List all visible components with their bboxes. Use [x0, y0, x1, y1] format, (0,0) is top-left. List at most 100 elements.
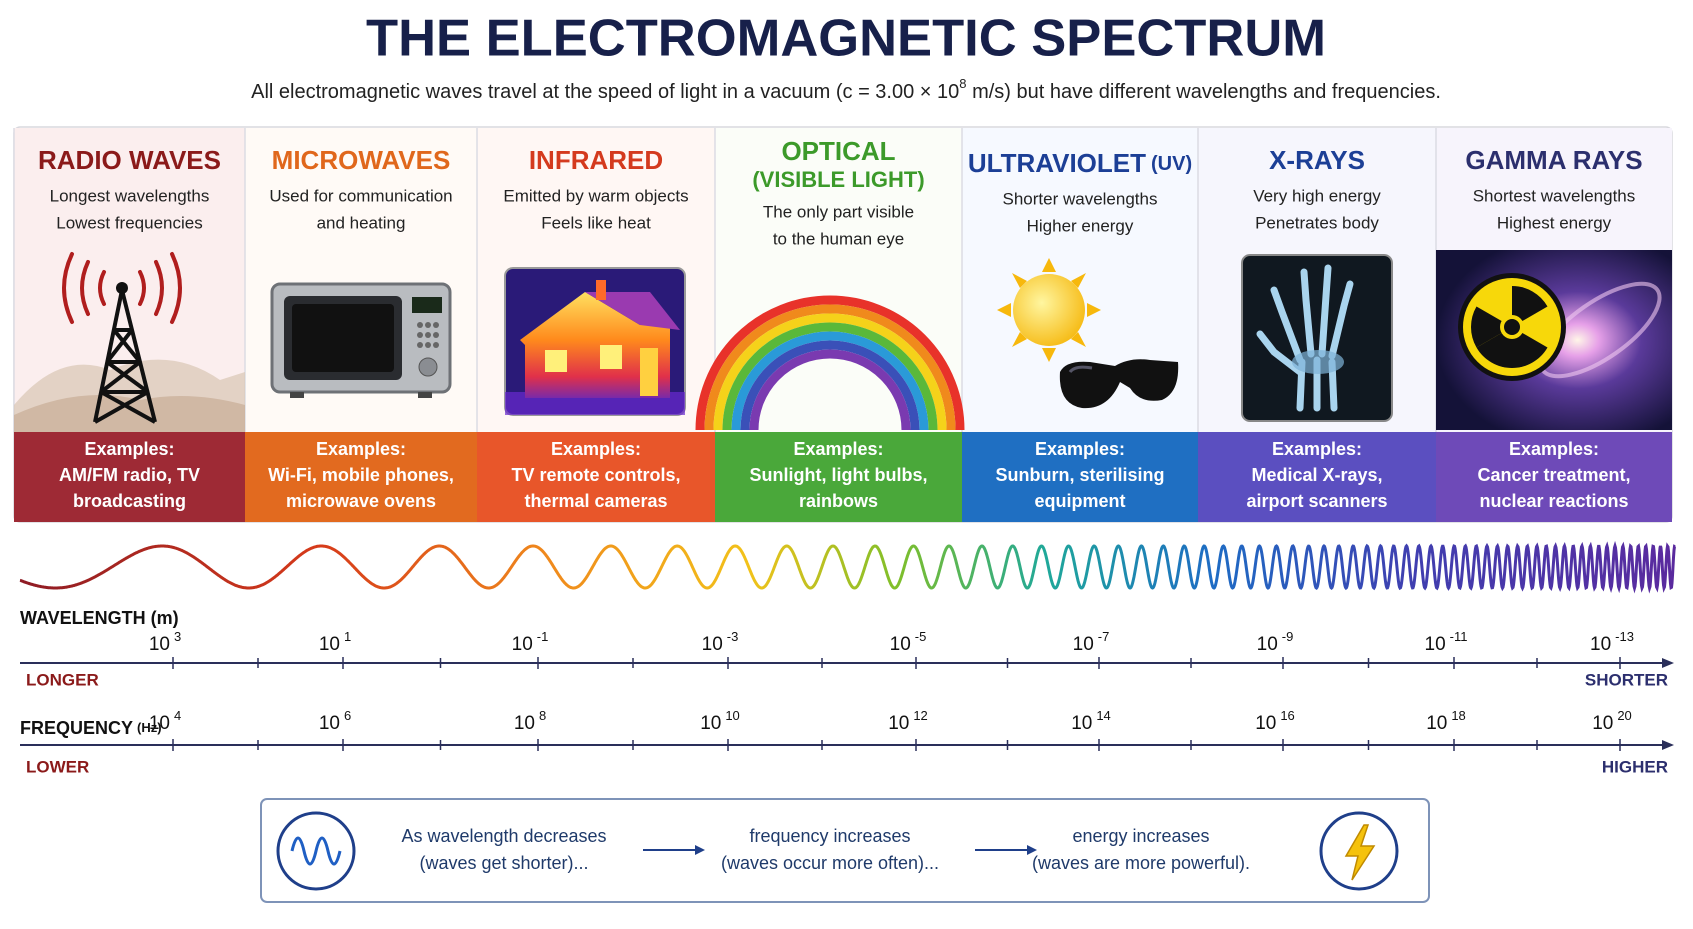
tick-base: 10 [149, 713, 170, 734]
summary-box-part [1344, 824, 1376, 881]
axis-end-label: SHORTER [1585, 670, 1668, 689]
microwave-icon [270, 282, 452, 398]
rainbow-icon [695, 295, 965, 431]
microwave-icon-part-part [433, 332, 439, 338]
examples-text: rainbows [799, 491, 878, 511]
tick-base: 10 [1425, 634, 1446, 655]
band-description: Shortest wavelengths [1473, 186, 1636, 205]
examples-text: Medical X-rays, [1251, 465, 1382, 485]
subtitle-superscript: 8 [959, 76, 966, 91]
tick-base: 10 [514, 713, 535, 734]
summary-text: As wavelength decreases (waves get shorte… [401, 826, 1250, 873]
examples-text: Cancer treatment, [1477, 465, 1630, 485]
tick-exponent: -5 [915, 629, 927, 644]
radio-icon-part-part [120, 289, 157, 423]
examples-strip [1436, 432, 1672, 522]
microwave-icon-part-part [417, 332, 423, 338]
band-description: Feels like heat [541, 213, 651, 232]
summary-line: (waves occur more often)... [721, 853, 939, 873]
gamma-icon [1436, 250, 1672, 430]
tick-exponent: 14 [1096, 708, 1110, 723]
sun-sunglasses-icon-part-part [1012, 273, 1027, 288]
band-name: X-RAYS [1269, 145, 1365, 175]
summary-line: As wavelength decreases [401, 826, 606, 846]
tick-label: 10 -13 [1590, 629, 1634, 655]
radio-icon-part-part [62, 252, 74, 324]
band-name: GAMMA RAYS [1465, 145, 1642, 175]
subtitle: All electromagnetic waves travel at the … [251, 76, 1441, 103]
microwave-icon-part [290, 392, 304, 398]
sun-sunglasses-icon [997, 258, 1179, 409]
examples-label: Examples: [1509, 439, 1599, 459]
axis-end-label: HIGHER [1602, 757, 1668, 776]
axis-arrow [1662, 740, 1674, 750]
xray-hand-icon-part-part [1256, 330, 1304, 376]
examples-strip [715, 432, 962, 522]
rainbow-icon-part [695, 295, 965, 431]
tick-base: 10 [1073, 634, 1094, 655]
examples-label: Examples: [793, 439, 883, 459]
band-description: Used for communication [269, 186, 452, 205]
xray-hand-icon-part-part [1318, 264, 1332, 358]
gamma-icon-part-part [1512, 286, 1548, 327]
tick-label: 10 -1 [512, 629, 549, 655]
axis-title: FREQUENCY [20, 718, 133, 738]
radio-icon-part-part [105, 360, 150, 394]
xray-hand-icon-part [1292, 350, 1344, 374]
examples-strip [962, 432, 1198, 522]
axis-unit: (Hz) [137, 720, 162, 735]
microwave-icon-part [418, 392, 432, 398]
axis-start-label: LOWER [26, 757, 89, 776]
radio-icon-part-part [100, 390, 156, 424]
band-description: Shorter wavelengths [1003, 189, 1158, 208]
tick-exponent: 6 [344, 708, 351, 723]
thermal-house-icon [504, 267, 686, 416]
examples-text: TV remote controls, [511, 465, 680, 485]
microwave-icon-part-part [433, 342, 439, 348]
microwave-icon-part [417, 322, 439, 348]
sun-sunglasses-icon-part-part [1012, 332, 1027, 347]
tick-base: 10 [512, 634, 533, 655]
microwave-icon-part-part [433, 322, 439, 328]
summary-box-part [260, 798, 1430, 903]
spectrum-wave [19, 540, 1676, 594]
tick-exponent: 16 [1280, 708, 1294, 723]
sun-sunglasses-icon-part-part [1042, 258, 1056, 272]
sun-sunglasses-icon-part-part [1087, 303, 1101, 317]
summary-line: energy increases [1072, 826, 1209, 846]
tick-label: 10 20 [1592, 708, 1632, 734]
band-description: Highest energy [1497, 213, 1612, 232]
tick-base: 10 [1592, 713, 1613, 734]
examples-text: microwave ovens [286, 491, 436, 511]
subtitle-text: m/s) but have different wavelengths and … [967, 81, 1441, 103]
examples-label: Examples: [1272, 439, 1362, 459]
sun-sunglasses-icon-part-part [1071, 332, 1086, 347]
tick-label: 10 -7 [1073, 629, 1110, 655]
microwave-icon-part-part [425, 332, 431, 338]
thermal-house-icon-part [545, 350, 567, 372]
tick-base: 10 [1426, 713, 1447, 734]
gamma-icon-part [1471, 286, 1548, 368]
microwave-icon-part [292, 304, 394, 372]
subtitle-text: All electromagnetic waves travel at the … [251, 81, 959, 103]
summary-line: frequency increases [749, 826, 910, 846]
radio-icon-part [116, 282, 128, 294]
tick-exponent: -7 [1098, 629, 1110, 644]
sun-sunglasses-icon-part [1059, 359, 1179, 409]
tick-label: 10 -11 [1425, 629, 1468, 655]
gamma-icon-part [1504, 319, 1520, 335]
tick-exponent: 18 [1451, 708, 1465, 723]
radio-icon-part-part [138, 270, 146, 306]
tick-label: 10 -5 [890, 629, 927, 655]
tick-label: 10 18 [1426, 708, 1466, 734]
tick-base: 10 [149, 634, 170, 655]
xray-hand-icon [1241, 254, 1393, 422]
sun-sunglasses-icon-part-part [997, 303, 1011, 317]
tick-label: 10 -9 [1257, 629, 1294, 655]
band-description: The only part visible [763, 202, 914, 221]
band-subname: (UV) [1151, 153, 1192, 175]
tick-exponent: -9 [1282, 629, 1294, 644]
rainbow-icon-part [740, 340, 920, 431]
axis-arrow [1662, 658, 1674, 668]
